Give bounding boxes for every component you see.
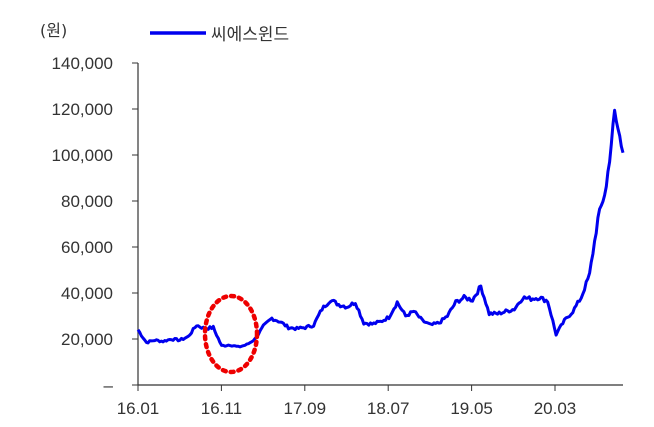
y-axis-unit-label: (원): [40, 21, 67, 40]
highlight-dotted-ellipse: [202, 293, 260, 375]
y-tick-label: 60,000: [61, 238, 113, 257]
y-tick-label: –: [104, 376, 114, 395]
x-tick-label: 19.05: [450, 399, 493, 418]
y-tick-label: 20,000: [61, 330, 113, 349]
x-tick-label: 16.11: [201, 399, 242, 418]
x-tick-label: 16.01: [117, 399, 160, 418]
x-tick-label: 17.09: [284, 399, 327, 418]
x-tick-label: 18.07: [367, 399, 410, 418]
y-tick-label: 40,000: [61, 284, 113, 303]
legend-label: 씨에스윈드: [211, 25, 289, 45]
series-line-cswind: [136, 108, 625, 349]
x-tick-label: 20.03: [534, 399, 577, 418]
y-axis: – 20,000 40,000 60,000 80,000 100,000 120,000 1…: [52, 54, 139, 395]
x-axis: 16.01 16.11 17.09 18.07 19.05 20.03: [117, 384, 623, 418]
y-tick-label: 100,000: [52, 146, 113, 165]
y-tick-label: 80,000: [61, 192, 113, 211]
y-tick-label: 140,000: [52, 54, 113, 73]
y-tick-label: 120,000: [52, 100, 113, 119]
legend: 씨에스윈드: [150, 25, 289, 45]
